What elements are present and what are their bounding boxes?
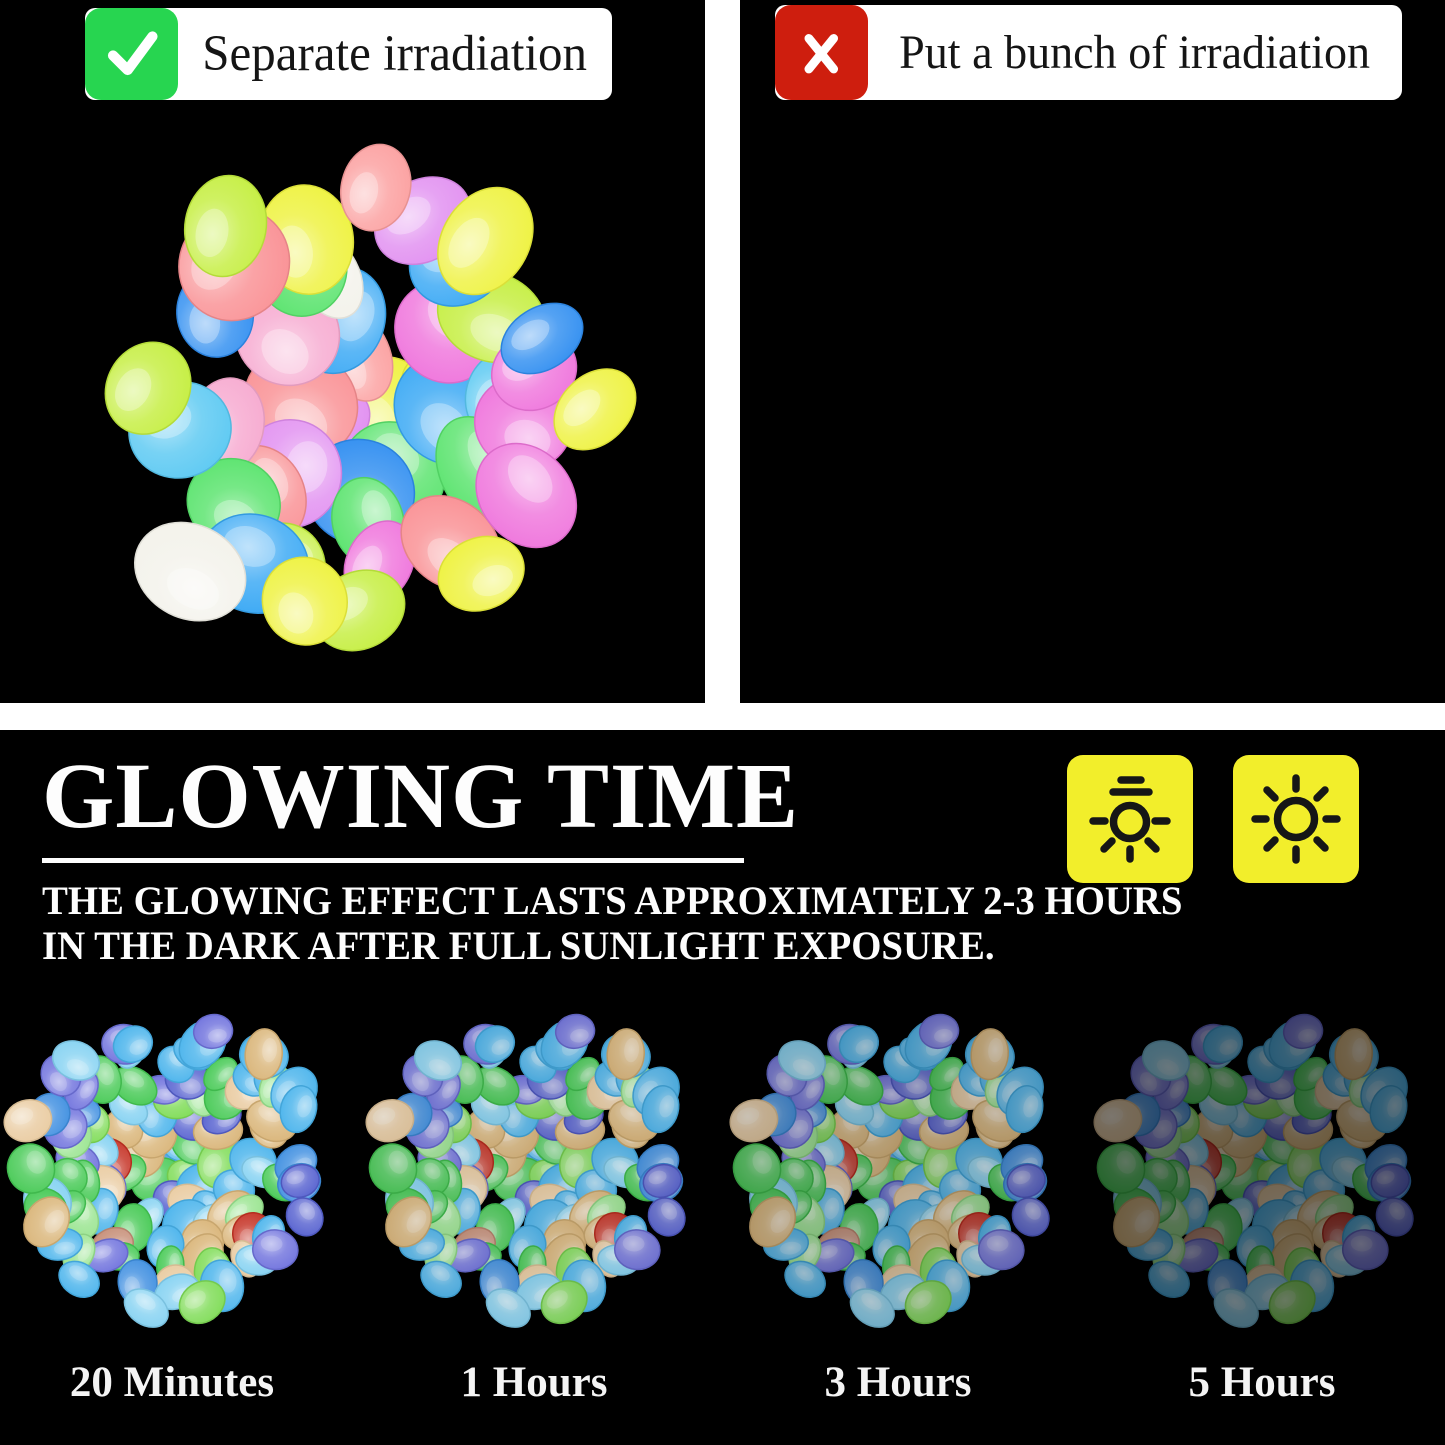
- brightness-dim-icon: [1067, 755, 1193, 883]
- pebble: [104, 341, 192, 435]
- badge-separate-label: Separate irradiation: [202, 26, 587, 82]
- stage-label-20-minutes: 20 Minutes: [69, 1359, 275, 1406]
- title-underline: [42, 858, 744, 863]
- pebble: [1011, 1197, 1050, 1237]
- pebble: [285, 1197, 324, 1237]
- check-icon: [85, 8, 178, 100]
- pebble: [777, 1040, 827, 1081]
- pebble: [280, 1163, 320, 1199]
- glow-photo-1-hours: [344, 973, 724, 1353]
- pebble: [554, 1013, 596, 1050]
- glowing-time-section: GLOWING TIME THE GLOWING EFFECT LASTS AP…: [0, 730, 1445, 1445]
- badge-bunched: Put a bunch of irradiation: [775, 5, 1402, 100]
- pebble: [500, 302, 584, 375]
- pebble: [251, 1229, 299, 1271]
- pebble: [6, 1143, 56, 1194]
- pebble: [192, 1013, 234, 1050]
- pebble: [613, 1229, 661, 1271]
- pebble: [474, 1025, 516, 1064]
- badge-bunched-label: Put a bunch of irradiation: [899, 26, 1371, 79]
- subtitle-line-2: IN THE DARK AFTER FULL SUNLIGHT EXPOSURE…: [42, 923, 995, 969]
- pebble: [178, 1280, 226, 1325]
- pebble: [606, 1028, 646, 1081]
- pebble: [23, 1196, 71, 1248]
- cross-icon: [775, 5, 868, 100]
- pebble: [904, 1280, 952, 1325]
- pebble: [784, 1260, 826, 1298]
- pebble: [261, 556, 348, 646]
- pebble: [749, 1196, 797, 1248]
- pebble: [279, 1085, 318, 1134]
- pebble: [475, 442, 578, 549]
- pebble: [849, 1288, 895, 1328]
- pebble: [183, 174, 268, 278]
- pebble: [729, 1099, 779, 1143]
- stage-label-5-hours: 5 Hours: [1188, 1359, 1336, 1406]
- pebble-cluster-separate: [104, 143, 637, 652]
- pebble: [420, 1260, 462, 1298]
- pebble: [3, 1099, 53, 1143]
- stage-label-3-hours: 3 Hours: [824, 1359, 972, 1406]
- pebble: [112, 1025, 154, 1064]
- glow-photo-3-hours: [708, 973, 1088, 1353]
- pebble: [918, 1013, 960, 1050]
- sun-icon: [1233, 755, 1359, 883]
- subtitle-line-1: THE GLOWING EFFECT LASTS APPROXIMATELY 2…: [42, 878, 1183, 923]
- pebble: [437, 535, 525, 612]
- pebble: [485, 1288, 531, 1328]
- panel-separate-irradiation: [0, 0, 705, 703]
- horizontal-divider: [0, 703, 1445, 730]
- pebble: [1006, 1163, 1046, 1199]
- pebble: [51, 1040, 101, 1081]
- pebble: [413, 1040, 463, 1081]
- pebble: [133, 521, 247, 622]
- pebble: [553, 368, 637, 451]
- pebble: [1005, 1085, 1044, 1134]
- panel-bunched-irradiation: [740, 0, 1445, 703]
- pebble: [340, 143, 412, 232]
- glowing-time-title: GLOWING TIME: [42, 745, 799, 848]
- glow-photo-20-minutes: [3, 1013, 324, 1328]
- pebble: [838, 1025, 880, 1064]
- pebble: [970, 1028, 1010, 1081]
- pebble: [365, 1099, 415, 1143]
- pebble: [641, 1085, 680, 1134]
- pebble: [385, 1196, 433, 1248]
- stage-label-1-hours: 1 Hours: [460, 1359, 608, 1406]
- pebble: [732, 1143, 782, 1194]
- pebble: [647, 1197, 686, 1237]
- pebble: [58, 1260, 100, 1298]
- pebble: [642, 1163, 682, 1199]
- pebble: [244, 1028, 284, 1081]
- pebble: [977, 1229, 1025, 1271]
- pebble: [112, 1065, 158, 1106]
- vertical-divider: [705, 0, 740, 703]
- pebble: [368, 1143, 418, 1194]
- glow-photo-5-hours: [1072, 973, 1445, 1353]
- subtitle: THE GLOWING EFFECT LASTS APPROXIMATELY 2…: [42, 878, 1182, 968]
- badge-separate: Separate irradiation: [85, 8, 612, 100]
- pebble: [540, 1280, 588, 1325]
- pebble: [437, 186, 534, 296]
- pebble: [123, 1288, 169, 1328]
